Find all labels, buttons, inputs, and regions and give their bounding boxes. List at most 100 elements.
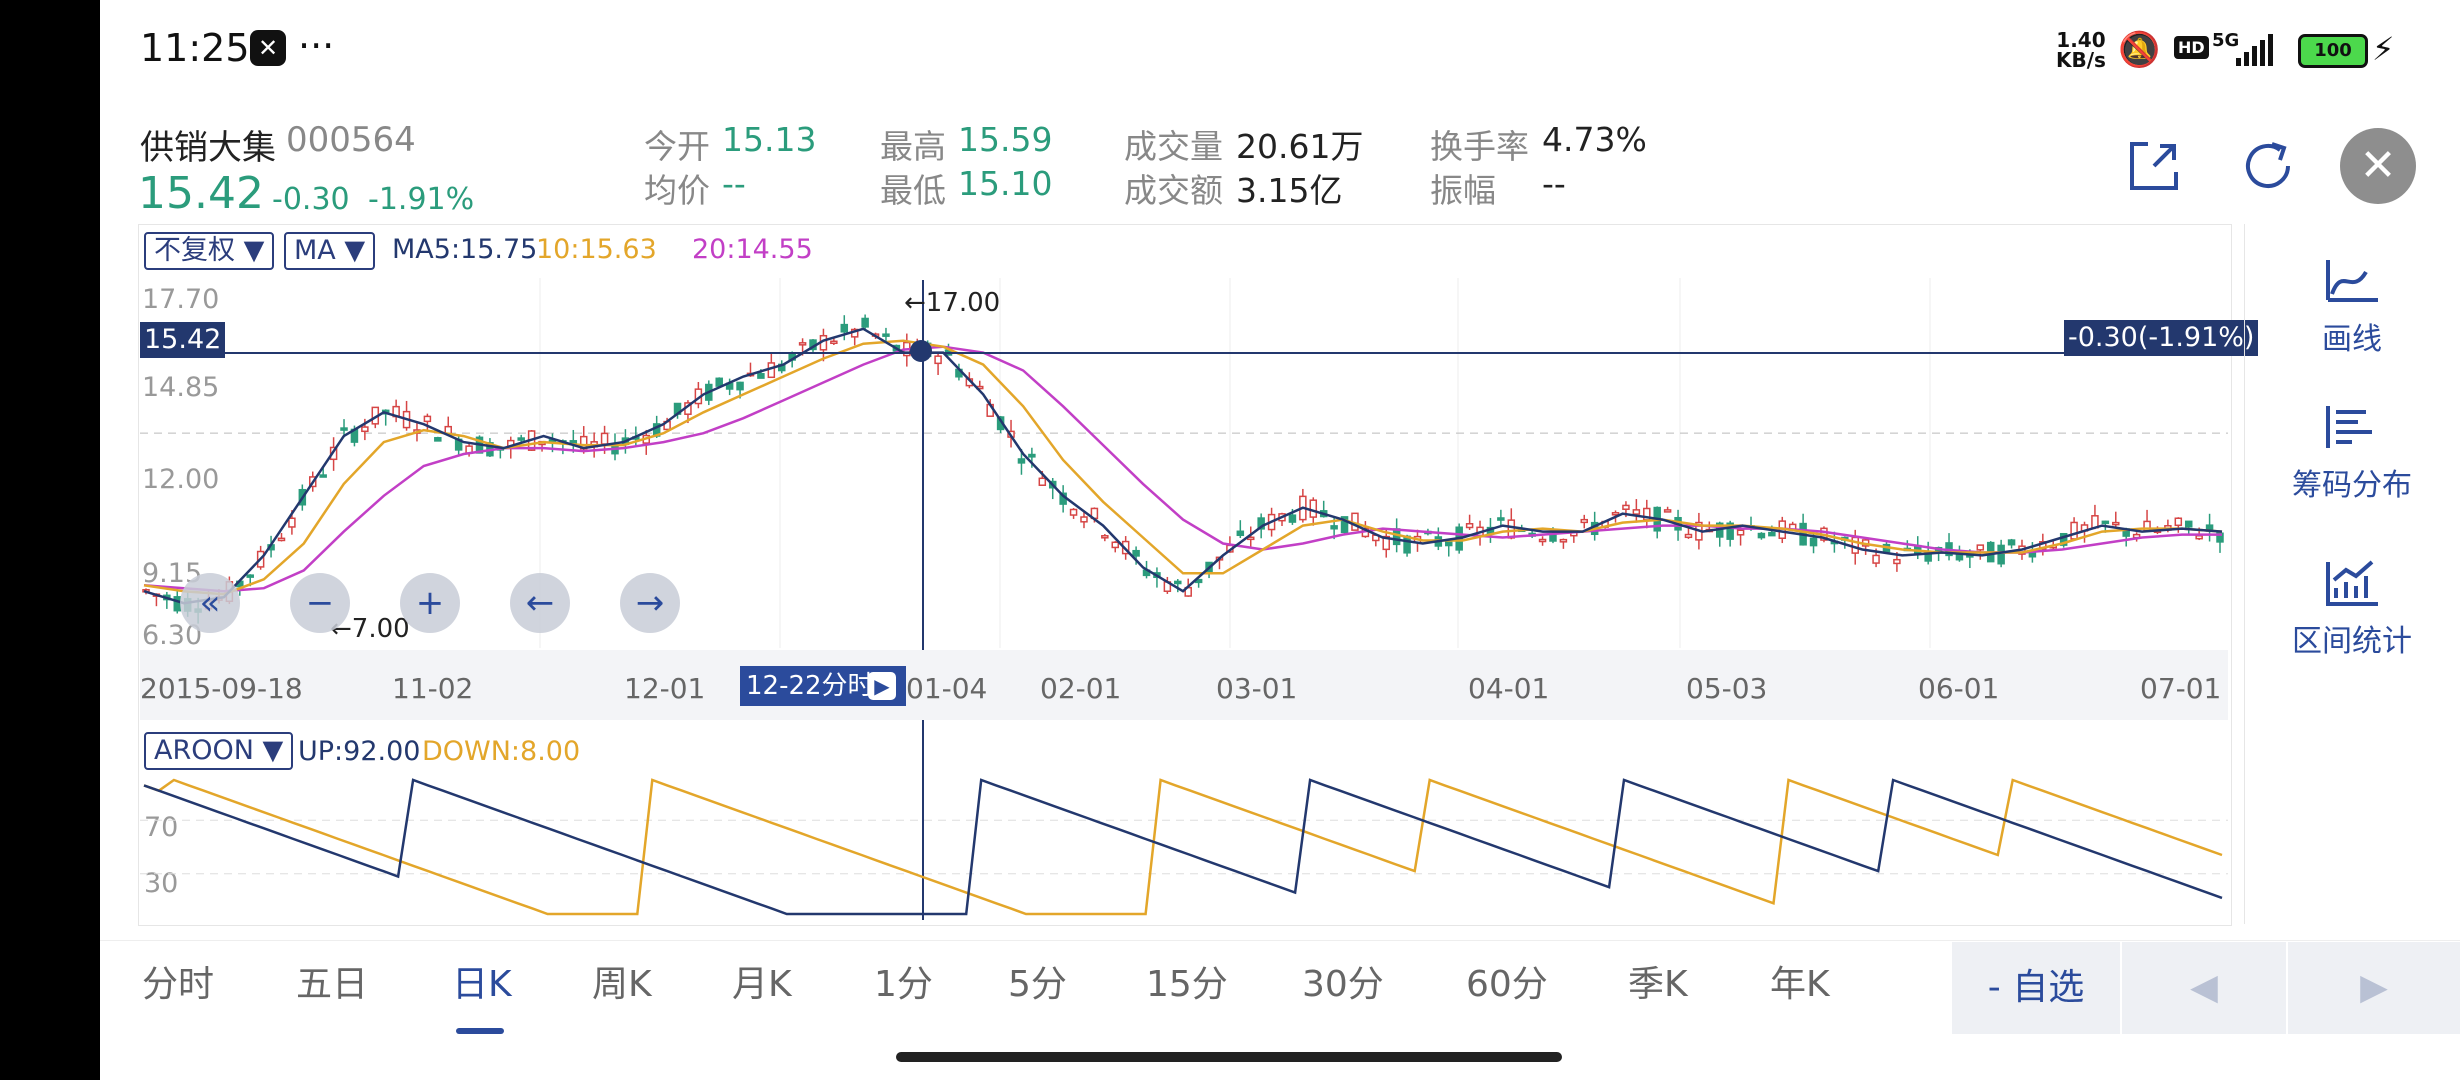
crosshair-horizontal — [140, 352, 2228, 354]
next-stock-button[interactable]: ▶ — [2288, 942, 2460, 1034]
watchlist-button[interactable]: - 自选 — [1952, 942, 2120, 1034]
home-indicator[interactable] — [896, 1052, 1562, 1062]
volume-value: 20.61万 — [1236, 127, 1364, 166]
candle — [2070, 517, 2078, 542]
candle — [767, 352, 776, 379]
tab-intraday[interactable]: 分时 — [142, 964, 215, 1005]
candle — [1507, 508, 1516, 540]
close-button[interactable]: ✕ — [2340, 128, 2416, 204]
candle — [1236, 520, 1245, 539]
tab-weekly-k[interactable]: 周K — [592, 964, 652, 1005]
ma5-line — [143, 327, 2223, 605]
tab-five-day[interactable]: 五日 — [296, 964, 369, 1005]
price-change-pct: -1.91% — [368, 182, 475, 217]
date-axis — [140, 650, 2228, 720]
high-label: 最高 — [880, 127, 946, 166]
candle — [579, 426, 588, 454]
chip-distribution-tool[interactable]: 筹码分布 — [2262, 402, 2442, 504]
amplitude-value: -- — [1542, 164, 1566, 203]
crosshair-vertical — [922, 280, 924, 920]
move-right-button[interactable]: → — [620, 573, 680, 633]
zoom-out-button[interactable]: − — [290, 573, 350, 633]
scroll-start-button[interactable]: « — [180, 573, 240, 633]
zoom-in-button[interactable]: + — [400, 573, 460, 633]
date-label-2: 11-02 — [392, 672, 474, 705]
signal-strength-icon — [2236, 34, 2273, 66]
candle — [2007, 538, 2016, 549]
candle — [1080, 511, 1088, 529]
ma10-line — [143, 339, 2223, 596]
active-tab-indicator — [456, 1028, 504, 1034]
move-left-button[interactable]: ← — [510, 573, 570, 633]
net-speed-unit: KB/s — [2056, 48, 2106, 72]
candle — [2205, 513, 2214, 542]
interval-stats-tool[interactable]: 区间统计 — [2262, 558, 2442, 660]
chart-panel — [138, 224, 2232, 926]
tab-15min[interactable]: 15分 — [1146, 964, 1228, 1005]
price-change: -0.30 — [272, 182, 350, 217]
volume-label: 成交量 — [1124, 127, 1223, 166]
aroon-selector[interactable]: AROON ▼ — [144, 732, 294, 770]
candle — [2184, 520, 2193, 535]
candle — [1538, 536, 1547, 546]
high-value: 15.59 — [958, 120, 1053, 159]
candlestick-chart[interactable] — [140, 278, 2228, 648]
plus-icon: + — [415, 583, 445, 623]
refresh-icon[interactable] — [2238, 136, 2298, 196]
tab-5min[interactable]: 5分 — [1008, 964, 1067, 1005]
candle — [1299, 488, 1307, 523]
charging-icon: ⚡ — [2372, 30, 2395, 68]
aroon-down-line — [143, 778, 2223, 916]
candle — [934, 352, 942, 376]
tab-yearly-k[interactable]: 年K — [1770, 964, 1830, 1005]
net-speed: 1.40 KB/s — [2056, 30, 2106, 70]
amount-value: 3.15亿 — [1236, 171, 1343, 210]
date-label-3: 12-01 — [624, 672, 706, 705]
prev-stock-button[interactable]: ◀ — [2122, 942, 2286, 1034]
candle — [2174, 517, 2183, 533]
date-label-4: 01-04 — [906, 672, 988, 705]
tab-60min[interactable]: 60分 — [1466, 964, 1548, 1005]
net-speed-value: 1.40 — [2056, 28, 2106, 52]
tab-30min[interactable]: 30分 — [1302, 964, 1384, 1005]
tab-daily-k[interactable]: 日K — [452, 964, 512, 1005]
crosshair-dot — [910, 340, 932, 362]
tab-monthly-k[interactable]: 月K — [732, 964, 792, 1005]
candle — [1632, 499, 1641, 523]
play-icon: ▶ — [874, 674, 890, 698]
avg-label: 均价 — [644, 171, 710, 210]
aroon-down-value: DOWN:8.00 — [422, 736, 581, 767]
more-notifications-icon: ··· — [298, 24, 335, 68]
candle — [819, 328, 828, 362]
tab-1min[interactable]: 1分 — [874, 964, 933, 1005]
low-value: 15.10 — [958, 164, 1053, 203]
candle — [2112, 511, 2120, 528]
aroon-up-line — [143, 778, 2223, 916]
draw-line-tool[interactable]: 画线 — [2262, 256, 2442, 358]
mute-icon: 🔕 — [2118, 30, 2161, 70]
tab-quarterly-k[interactable]: 季K — [1628, 964, 1688, 1005]
indicator-selector[interactable]: MA ▼ — [284, 232, 376, 270]
adjust-selector[interactable]: 不复权 ▼ — [144, 232, 275, 270]
candle — [882, 327, 890, 343]
intraday-play-button[interactable]: ▶ — [868, 672, 896, 700]
amplitude-label: 振幅 — [1430, 171, 1496, 210]
status-time: 11:25 — [140, 26, 250, 70]
date-label-9: 06-01 — [1918, 672, 2000, 705]
ma20-value: 20:14.55 — [692, 234, 813, 265]
triangle-right-icon: ▶ — [2360, 967, 2388, 1008]
share-icon[interactable] — [2126, 138, 2182, 194]
chip-distribution-label: 筹码分布 — [2292, 468, 2412, 503]
candle — [277, 532, 286, 542]
battery-icon: 100 — [2298, 34, 2368, 68]
open-label: 今开 — [644, 127, 710, 166]
candle — [1174, 579, 1182, 593]
candle — [1465, 514, 1474, 530]
draw-line-label: 画线 — [2322, 322, 2382, 357]
candle — [1653, 506, 1661, 539]
candle — [163, 591, 171, 609]
tabs-divider — [100, 940, 2460, 941]
candle — [1945, 533, 1953, 561]
aroon-tick-30: 30 — [144, 868, 179, 899]
stock-code: 000564 — [286, 120, 416, 160]
